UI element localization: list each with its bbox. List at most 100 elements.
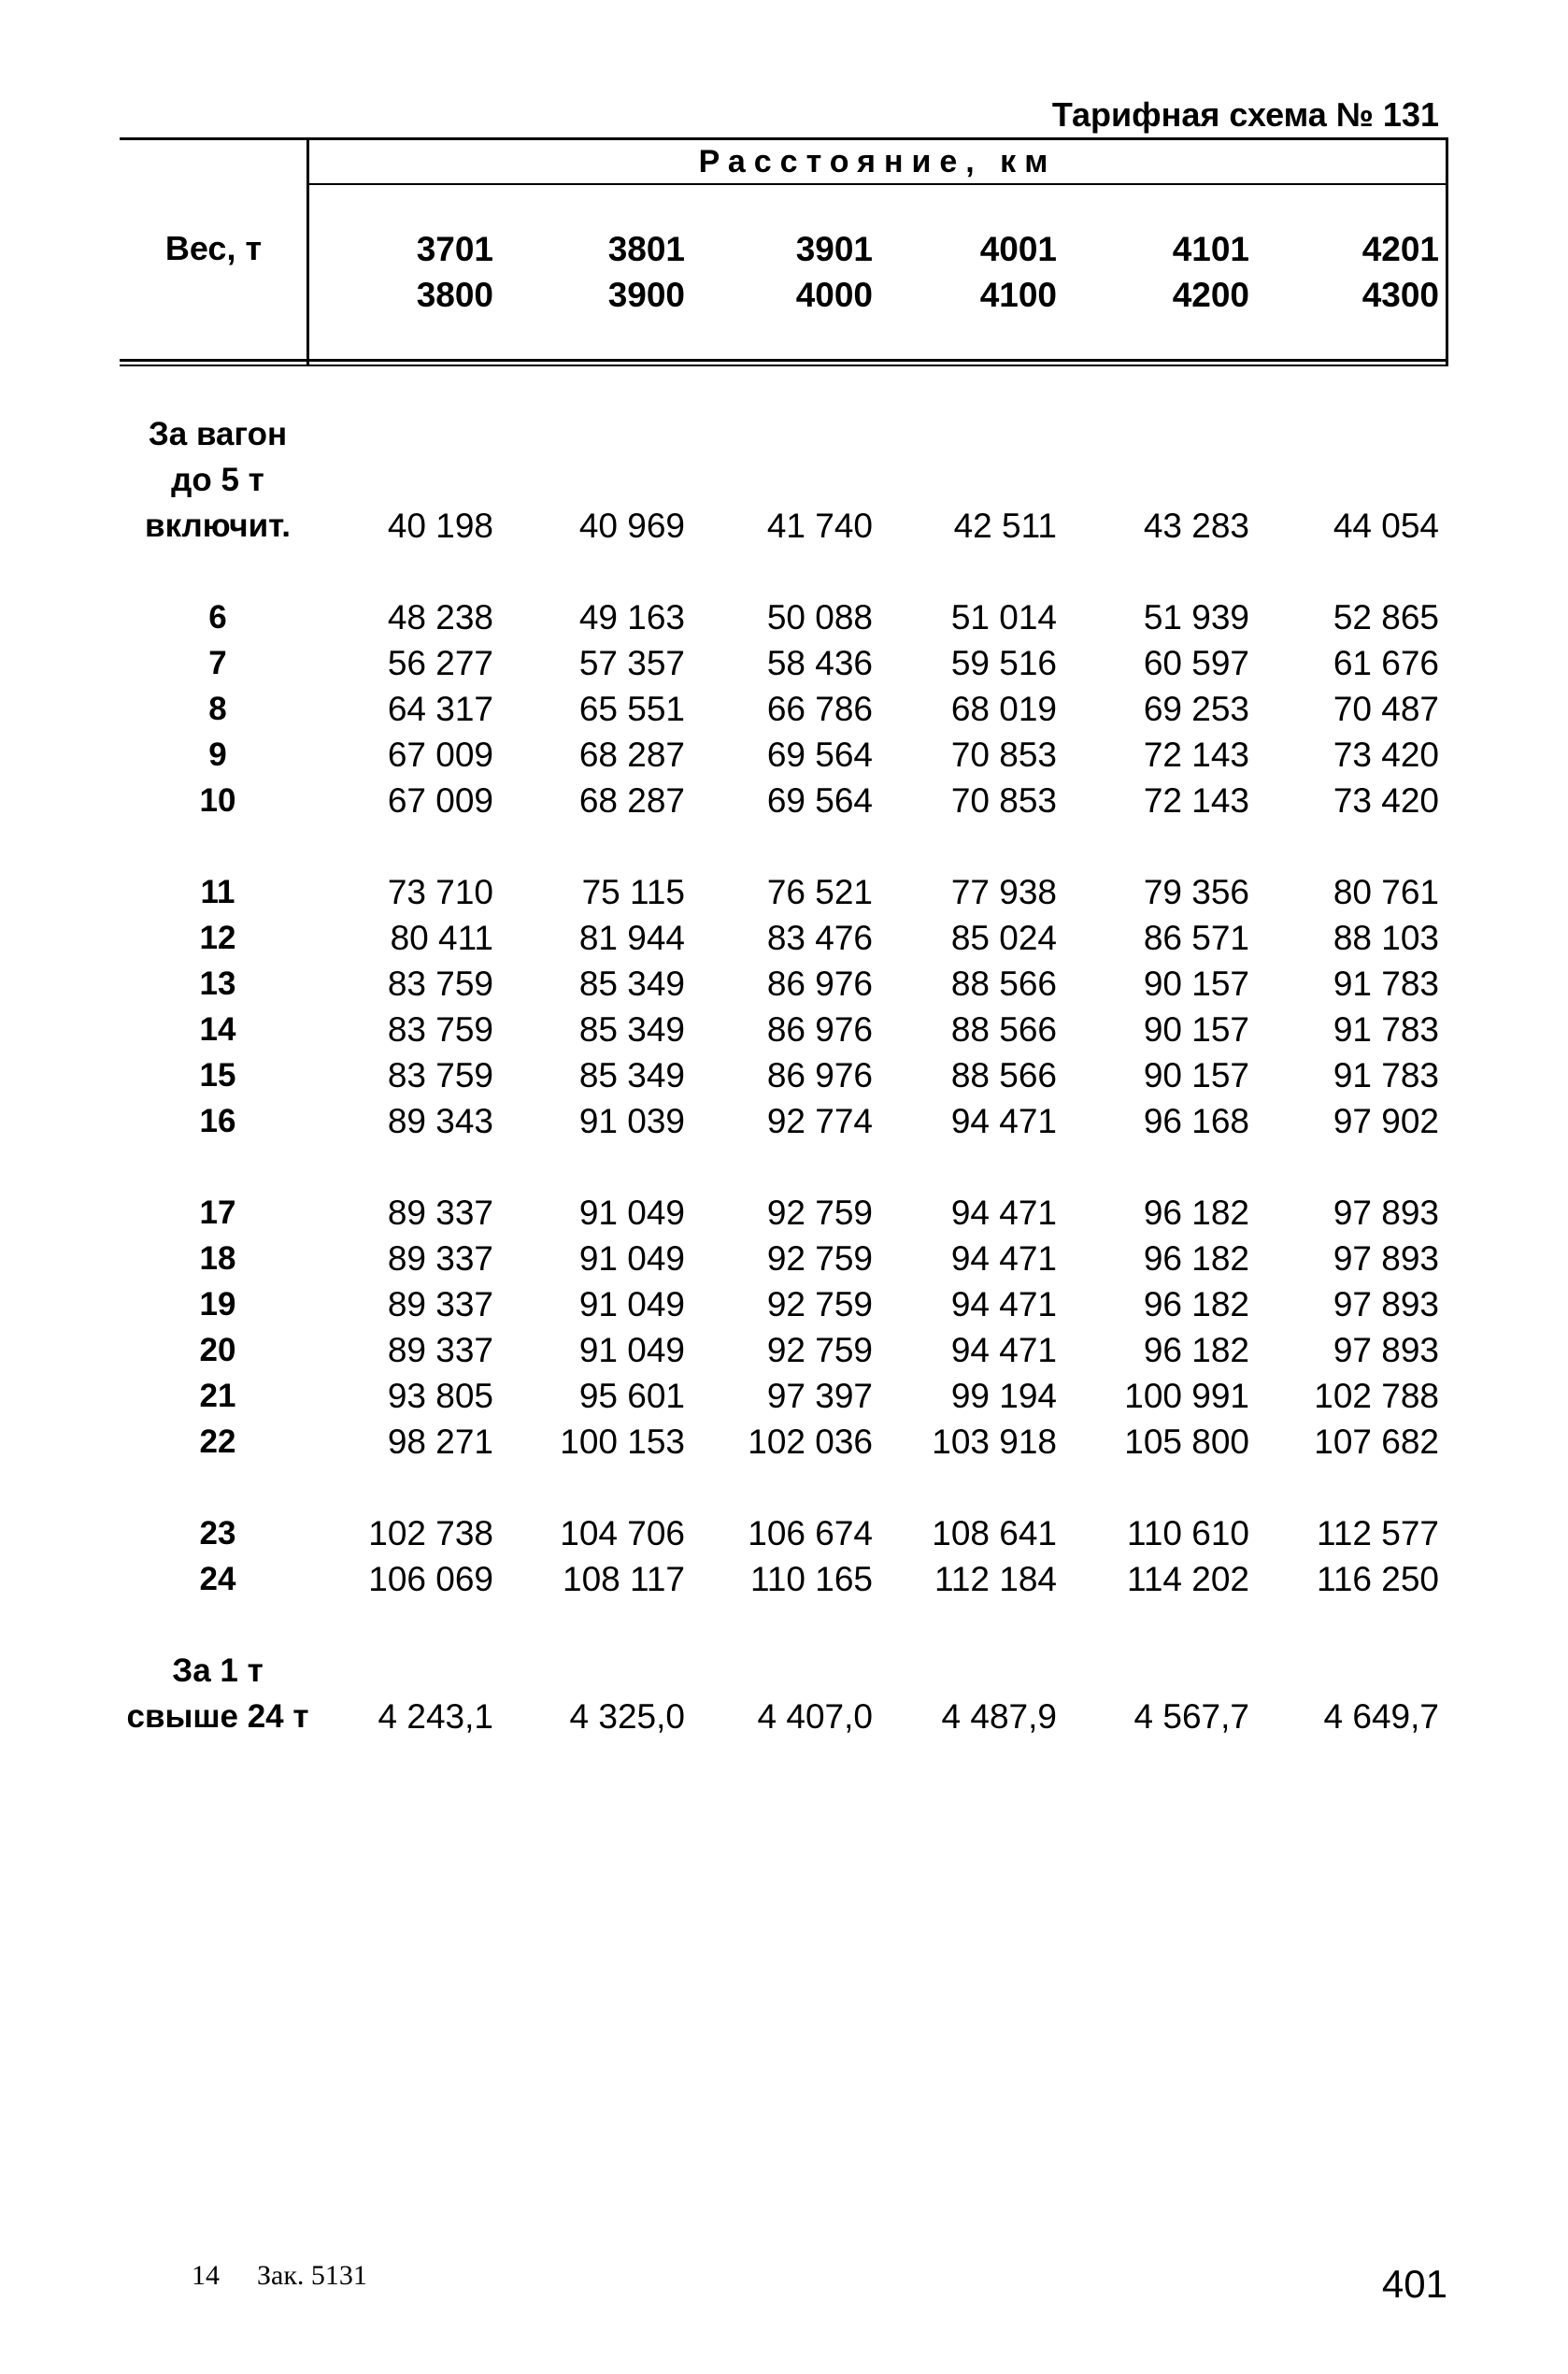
tariff-cell: 104 706 — [560, 1514, 685, 1552]
tariff-cell: 96 182 — [1143, 1194, 1249, 1232]
tariff-cell: 88 566 — [950, 1056, 1057, 1094]
tariff-cell: 96 182 — [1143, 1285, 1249, 1323]
table-row: 7 56 277 57 357 58 436 59 516 60 597 61 676 — [0, 640, 1568, 686]
tariff-cell: 85 024 — [950, 919, 1057, 957]
tariff-cell: 83 759 — [387, 965, 493, 1003]
weight-label: 9 — [208, 737, 227, 773]
tariff-cell: 92 759 — [766, 1331, 873, 1369]
tariff-cell: 64 317 — [387, 690, 493, 728]
tariff-cell: 108 641 — [932, 1514, 1057, 1552]
tariff-cell: 70 853 — [950, 736, 1057, 774]
tariff-cell: 106 674 — [748, 1514, 873, 1552]
table-row: 9 67 009 68 287 69 564 70 853 72 143 73 420 — [0, 732, 1568, 778]
tariff-cell: 66 786 — [766, 690, 873, 728]
distance-range-from: 3701 — [416, 230, 493, 268]
tariff-cell: 91 783 — [1333, 1056, 1439, 1094]
distance-header: Расстояние, км — [698, 144, 1057, 179]
distance-range-to: 4300 — [1361, 276, 1439, 314]
distance-range-2: 3901 4000 — [705, 226, 873, 318]
tariff-cell: 4 325,0 — [569, 1697, 685, 1736]
tariff-cell: 90 157 — [1143, 1056, 1249, 1094]
tariff-cell: 51 939 — [1143, 598, 1249, 636]
distance-range-to: 4000 — [795, 276, 873, 314]
weight-label: свыше 24 т — [126, 1698, 309, 1735]
tariff-cell: 73 420 — [1333, 781, 1439, 820]
weight-label: 8 — [208, 691, 227, 727]
tariff-cell: 68 287 — [578, 781, 685, 820]
table-row: 17 89 337 91 049 92 759 94 471 96 182 97 893 — [0, 1190, 1568, 1236]
distance-range-from: 3801 — [607, 230, 685, 268]
distance-range-to: 4200 — [1172, 276, 1249, 314]
tariff-cell: 72 143 — [1143, 736, 1249, 774]
tariff-cell: 83 759 — [387, 1010, 493, 1049]
group-spacer — [0, 1602, 1568, 1648]
tariff-cell: 114 202 — [1127, 1560, 1249, 1598]
tariff-cell: 59 516 — [950, 644, 1057, 682]
tariff-cell: 4 567,7 — [1133, 1697, 1249, 1736]
weight-label: За вагон — [148, 416, 288, 452]
tariff-cell: 61 676 — [1333, 644, 1439, 682]
weight-label: 14 — [199, 1011, 236, 1048]
tariff-cell: 97 902 — [1333, 1102, 1439, 1140]
tariff-cell: 94 471 — [950, 1331, 1057, 1369]
tariff-cell: 94 471 — [950, 1239, 1057, 1278]
tariff-cell: 86 976 — [766, 1056, 873, 1094]
tariff-table-body: За вагон до 5 т включит. 40 198 40 969 41 740… — [0, 411, 1568, 1739]
tariff-cell: 91 049 — [578, 1194, 685, 1232]
tariff-cell: 70 487 — [1333, 690, 1439, 728]
table-row: включит. 40 198 40 969 41 740 42 511 43 283 44… — [0, 503, 1568, 549]
tariff-cell: 69 564 — [766, 781, 873, 820]
tariff-cell: 96 182 — [1143, 1331, 1249, 1369]
tariff-cell: 72 143 — [1143, 781, 1249, 820]
table-row: 12 80 411 81 944 83 476 85 024 86 571 88 103 — [0, 915, 1568, 961]
tariff-scheme-title: Тарифная схема № 131 — [1051, 95, 1439, 134]
tariff-cell: 88 103 — [1333, 919, 1439, 957]
tariff-cell: 79 356 — [1143, 873, 1249, 911]
tariff-cell: 116 250 — [1317, 1560, 1439, 1598]
weight-label: 10 — [199, 782, 236, 819]
tariff-cell: 103 918 — [932, 1423, 1057, 1461]
table-row: За вагон — [0, 411, 1568, 457]
tariff-cell: 73 710 — [387, 873, 493, 911]
tariff-cell: 68 287 — [578, 736, 685, 774]
tariff-cell: 91 783 — [1333, 1010, 1439, 1049]
weight-label: 22 — [199, 1423, 236, 1460]
table-row: 16 89 343 91 039 92 774 94 471 96 168 97 902 — [0, 1098, 1568, 1144]
tariff-cell: 97 397 — [766, 1377, 873, 1415]
distance-range-from: 4201 — [1361, 230, 1439, 268]
weight-label: 11 — [200, 874, 235, 910]
tariff-cell: 100 153 — [560, 1423, 685, 1461]
distance-range-1: 3801 3900 — [517, 226, 685, 318]
weight-label: 21 — [199, 1378, 236, 1414]
table-row: За 1 т — [0, 1648, 1568, 1694]
tariff-cell: 102 788 — [1314, 1377, 1439, 1415]
tariff-cell: 93 805 — [387, 1377, 493, 1415]
print-footer: 14 Зак. 5131 — [192, 2260, 405, 2292]
weight-label: 18 — [199, 1240, 236, 1277]
tariff-cell: 67 009 — [387, 736, 493, 774]
distance-range-to: 4100 — [979, 276, 1057, 314]
tariff-cell: 40 198 — [387, 507, 493, 545]
tariff-cell: 80 761 — [1333, 873, 1439, 911]
tariff-cell: 90 157 — [1143, 1010, 1249, 1049]
tariff-cell: 67 009 — [387, 781, 493, 820]
tariff-cell: 80 411 — [390, 919, 493, 957]
tariff-cell: 51 014 — [950, 598, 1057, 636]
weight-label: 19 — [199, 1286, 236, 1323]
tariff-cell: 73 420 — [1333, 736, 1439, 774]
table-row: до 5 т — [0, 457, 1568, 503]
distance-range-3: 4001 4100 — [889, 226, 1057, 318]
tariff-cell: 85 349 — [578, 1010, 685, 1049]
weight-label: 13 — [199, 965, 236, 1002]
page-number: 401 — [1381, 2262, 1447, 2306]
table-row: 18 89 337 91 049 92 759 94 471 96 182 97 893 — [0, 1236, 1568, 1281]
table-row: 23 102 738 104 706 106 674 108 641 110 610 112… — [0, 1510, 1568, 1556]
table-row: 19 89 337 91 049 92 759 94 471 96 182 97 893 — [0, 1281, 1568, 1327]
tariff-cell: 57 357 — [578, 644, 685, 682]
header-bottom-double-line-1 — [120, 359, 1448, 362]
tariff-cell: 95 601 — [578, 1377, 685, 1415]
tariff-cell: 110 610 — [1127, 1514, 1249, 1552]
tariff-cell: 110 165 — [750, 1560, 873, 1598]
distance-range-to: 3900 — [607, 276, 685, 314]
tariff-cell: 49 163 — [578, 598, 685, 636]
